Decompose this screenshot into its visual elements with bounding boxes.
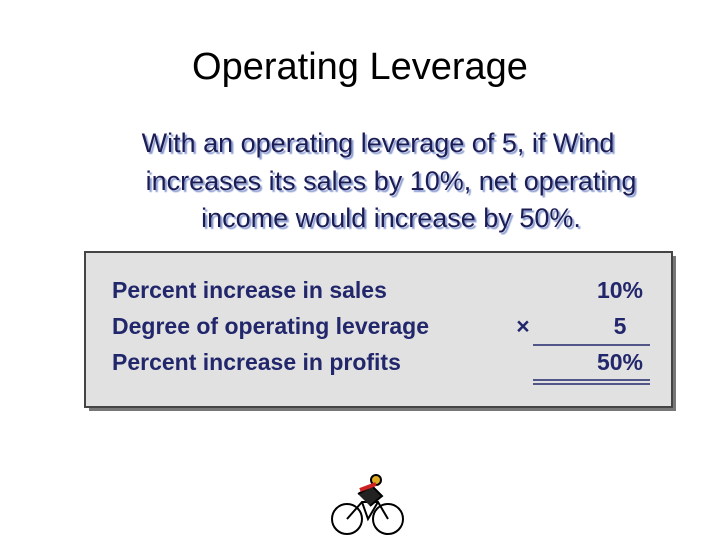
row-value: 50% bbox=[597, 349, 643, 375]
body-line: With an operating leverage of 5, if Wind bbox=[142, 128, 615, 158]
row-label: Degree of operating leverage bbox=[112, 313, 429, 339]
row-value: 5 bbox=[614, 313, 627, 339]
row-value: 10% bbox=[597, 277, 643, 303]
body-line: increases its sales by 10%, net operatin… bbox=[146, 166, 637, 196]
row-label: Percent increase in sales bbox=[112, 277, 387, 303]
body-line: income would increase by 50%. bbox=[201, 203, 581, 233]
slide-title: Operating Leverage bbox=[192, 46, 528, 88]
body-text: With an operating leverage of 5, if Wind… bbox=[142, 128, 637, 233]
row-operator: × bbox=[516, 313, 529, 339]
table-box bbox=[84, 251, 673, 408]
cyclist-icon bbox=[331, 474, 404, 535]
table-rows: Percent increase in sales 10% Degree of op… bbox=[112, 277, 643, 375]
row-label: Percent increase in profits bbox=[112, 349, 401, 375]
